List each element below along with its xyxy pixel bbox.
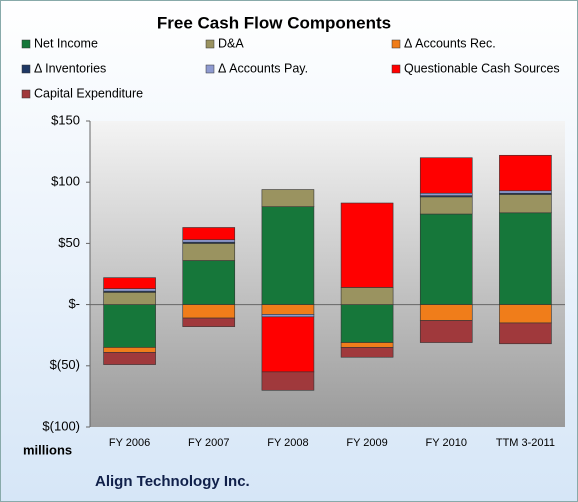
bar-segment (419, 304, 473, 321)
bar-segment (419, 213, 473, 305)
bar-segment (499, 322, 552, 345)
bar-segment (340, 304, 394, 343)
x-tick-label: FY 2008 (267, 437, 308, 449)
bar-segment (182, 243, 236, 261)
bar-segment (499, 304, 552, 324)
bar-segment (419, 320, 473, 343)
bar-segment (182, 317, 236, 327)
bar-segment (261, 314, 315, 318)
y-tick-label: $(50) (50, 357, 80, 372)
bar-segment (340, 347, 394, 358)
legend-label: Δ Accounts Rec. (404, 36, 496, 50)
legend-label: Questionable Cash Sources (404, 61, 560, 75)
bar-segment (419, 196, 473, 215)
legend-label: Δ Accounts Pay. (218, 61, 308, 75)
legend-swatch (21, 64, 31, 74)
legend-swatch (391, 64, 401, 74)
y-tick-label: $(100) (42, 418, 80, 433)
legend-label: Capital Expenditure (34, 86, 143, 100)
legend-label: Δ Inventories (34, 61, 106, 75)
x-tick-label: FY 2010 (426, 437, 467, 449)
bar-segment (261, 304, 315, 315)
bar-segment (340, 202, 394, 288)
x-tick-label: FY 2006 (109, 437, 150, 449)
x-tick-label: FY 2009 (346, 437, 387, 449)
bar-segment (182, 239, 236, 243)
bar-segment (340, 287, 394, 305)
legend-swatch (21, 39, 31, 49)
bar-segment (261, 371, 315, 391)
bar-segment (103, 352, 156, 365)
bar-segment (499, 194, 552, 214)
unit-label: millions (23, 442, 72, 457)
bar-segment (499, 154, 552, 192)
y-tick-label: $150 (51, 112, 80, 127)
x-tick-label: FY 2007 (188, 437, 229, 449)
footer: Align Technology Inc. (95, 473, 250, 490)
bar-segment (103, 304, 156, 348)
bar-segment (103, 288, 156, 292)
y-tick-label: $- (68, 296, 80, 311)
y-tick-label: $100 (51, 174, 80, 189)
bar-segment (419, 192, 473, 196)
bar-segment (182, 304, 236, 319)
legend-swatch (21, 89, 31, 99)
bar-segment (261, 189, 315, 207)
bar-segment (499, 212, 552, 305)
bar-segment (103, 347, 156, 353)
bar-segment (261, 316, 315, 373)
bar-segment (499, 190, 552, 194)
legend-swatch (205, 39, 215, 49)
legend-swatch (391, 39, 401, 49)
bar-segment (340, 342, 394, 348)
y-tick-label: $50 (58, 235, 80, 250)
bar-segment (182, 260, 236, 305)
chart-title: Free Cash Flow Components (157, 13, 391, 32)
legend-swatch (205, 64, 215, 74)
legend-label: Net Income (34, 36, 98, 50)
bar-segment (261, 206, 315, 305)
bar-segment (419, 157, 473, 194)
bar-segment (103, 277, 156, 289)
plot-area (90, 121, 565, 427)
bar-segment (103, 292, 156, 305)
bar-segment (182, 227, 236, 241)
legend-label: D&A (218, 36, 244, 50)
x-tick-label: TTM 3-2011 (496, 437, 555, 449)
